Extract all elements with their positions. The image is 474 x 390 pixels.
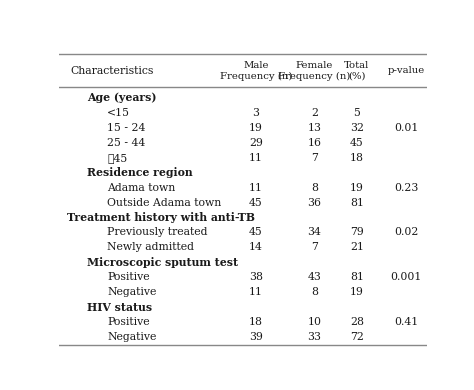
Text: 33: 33 [308,332,321,342]
Text: 81: 81 [350,198,364,207]
Text: 19: 19 [350,287,364,297]
Text: 43: 43 [308,272,321,282]
Text: Positive: Positive [107,272,150,282]
Text: 81: 81 [350,272,364,282]
Text: 45: 45 [249,198,263,207]
Text: 11: 11 [249,183,263,193]
Text: Characteristics: Characteristics [70,66,154,76]
Text: ≅45: ≅45 [107,152,127,163]
Text: 36: 36 [308,198,321,207]
Text: Microscopic sputum test: Microscopic sputum test [87,257,238,268]
Text: 39: 39 [249,332,263,342]
Text: Adama town: Adama town [107,183,175,193]
Text: 0.23: 0.23 [394,183,419,193]
Text: 45: 45 [249,227,263,238]
Text: 28: 28 [350,317,364,327]
Text: Outside Adama town: Outside Adama town [107,198,221,207]
Text: <15: <15 [107,108,130,118]
Text: Female
Frequency (n): Female Frequency (n) [278,61,351,81]
Text: HIV status: HIV status [87,302,152,313]
Text: 3: 3 [252,108,259,118]
Text: 25 - 44: 25 - 44 [107,138,145,148]
Text: 18: 18 [350,152,364,163]
Text: 0.41: 0.41 [394,317,419,327]
Text: Newly admitted: Newly admitted [107,243,194,252]
Text: 0.01: 0.01 [394,123,419,133]
Text: 8: 8 [311,183,318,193]
Text: 2: 2 [311,108,318,118]
Text: Male
Frequency (n): Male Frequency (n) [219,61,292,81]
Text: 38: 38 [249,272,263,282]
Text: 11: 11 [249,287,263,297]
Text: Negative: Negative [107,332,156,342]
Text: 19: 19 [350,183,364,193]
Text: 13: 13 [308,123,321,133]
Text: 7: 7 [311,152,318,163]
Text: 15 - 24: 15 - 24 [107,123,146,133]
Text: 0.001: 0.001 [391,272,422,282]
Text: 72: 72 [350,332,364,342]
Text: 7: 7 [311,243,318,252]
Text: Total
(%): Total (%) [344,61,369,80]
Text: 10: 10 [308,317,321,327]
Text: 45: 45 [350,138,364,148]
Text: 5: 5 [353,108,360,118]
Text: Previously treated: Previously treated [107,227,208,238]
Text: 29: 29 [249,138,263,148]
Text: 0.02: 0.02 [394,227,419,238]
Text: Residence region: Residence region [87,167,192,178]
Text: Positive: Positive [107,317,150,327]
Text: 11: 11 [249,152,263,163]
Text: 32: 32 [350,123,364,133]
Text: Negative: Negative [107,287,156,297]
Text: Age (years): Age (years) [87,92,156,103]
Text: 14: 14 [249,243,263,252]
Text: 8: 8 [311,287,318,297]
Text: 34: 34 [308,227,321,238]
Text: p-value: p-value [388,66,425,75]
Text: 21: 21 [350,243,364,252]
Text: 18: 18 [249,317,263,327]
Text: Treatment history with anti-TB: Treatment history with anti-TB [66,212,255,223]
Text: 79: 79 [350,227,364,238]
Text: 19: 19 [249,123,263,133]
Text: 16: 16 [308,138,321,148]
